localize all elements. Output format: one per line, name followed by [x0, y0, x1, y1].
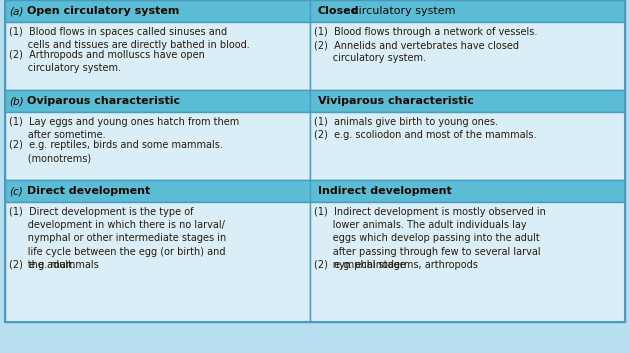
Text: (b): (b)	[9, 96, 24, 106]
Text: Closed: Closed	[318, 6, 360, 16]
Text: (1)  Direct development is the type of
      development in which there is no la: (1) Direct development is the type of de…	[9, 207, 226, 270]
Bar	[5, 90, 310, 112]
Text: (2)  Arthropods and molluscs have open
      circulatory system.: (2) Arthropods and molluscs have open ci…	[9, 50, 205, 73]
Bar	[5, 112, 310, 180]
Text: (2)  e.g. reptiles, birds and some mammals.
      (monotrems): (2) e.g. reptiles, birds and some mammal…	[9, 140, 223, 163]
Bar	[310, 90, 625, 112]
Text: (a): (a)	[9, 6, 23, 16]
Text: circulatory system: circulatory system	[349, 6, 455, 16]
Text: (1)  animals give birth to young ones.: (1) animals give birth to young ones.	[314, 117, 498, 127]
Text: Viviparous characteristic: Viviparous characteristic	[318, 96, 474, 106]
Bar	[310, 180, 625, 202]
Bar	[310, 112, 625, 180]
Text: Direct development: Direct development	[27, 186, 150, 196]
Bar	[5, 22, 310, 90]
Text: (1)  Blood flows through a network of vessels.: (1) Blood flows through a network of ves…	[314, 27, 537, 37]
Text: (1)  Indirect development is mostly observed in
      lower animals. The adult i: (1) Indirect development is mostly obser…	[314, 207, 546, 270]
Bar	[5, 180, 310, 202]
Bar	[310, 202, 625, 322]
Text: (1)  Lay eggs and young ones hatch from them
      after sometime.: (1) Lay eggs and young ones hatch from t…	[9, 117, 239, 140]
Text: (2)  e.g. mammals: (2) e.g. mammals	[9, 260, 99, 270]
Bar	[5, 0, 310, 22]
Text: (2)  e.g. echinoderms, arthropods: (2) e.g. echinoderms, arthropods	[314, 260, 478, 270]
Bar	[310, 0, 625, 22]
Bar	[5, 202, 310, 322]
Bar	[310, 22, 625, 90]
Text: Indirect development: Indirect development	[318, 186, 452, 196]
Text: Open circulatory system: Open circulatory system	[27, 6, 180, 16]
Text: (1)  Blood flows in spaces called sinuses and
      cells and tissues are direct: (1) Blood flows in spaces called sinuses…	[9, 27, 249, 50]
Text: (c): (c)	[9, 186, 23, 196]
Text: (2)  e.g. scoliodon and most of the mammals.: (2) e.g. scoliodon and most of the mamma…	[314, 130, 537, 140]
Text: Oviparous characteristic: Oviparous characteristic	[27, 96, 180, 106]
Text: (2)  Annelids and vertebrates have closed
      circulatory system.: (2) Annelids and vertebrates have closed…	[314, 40, 519, 63]
